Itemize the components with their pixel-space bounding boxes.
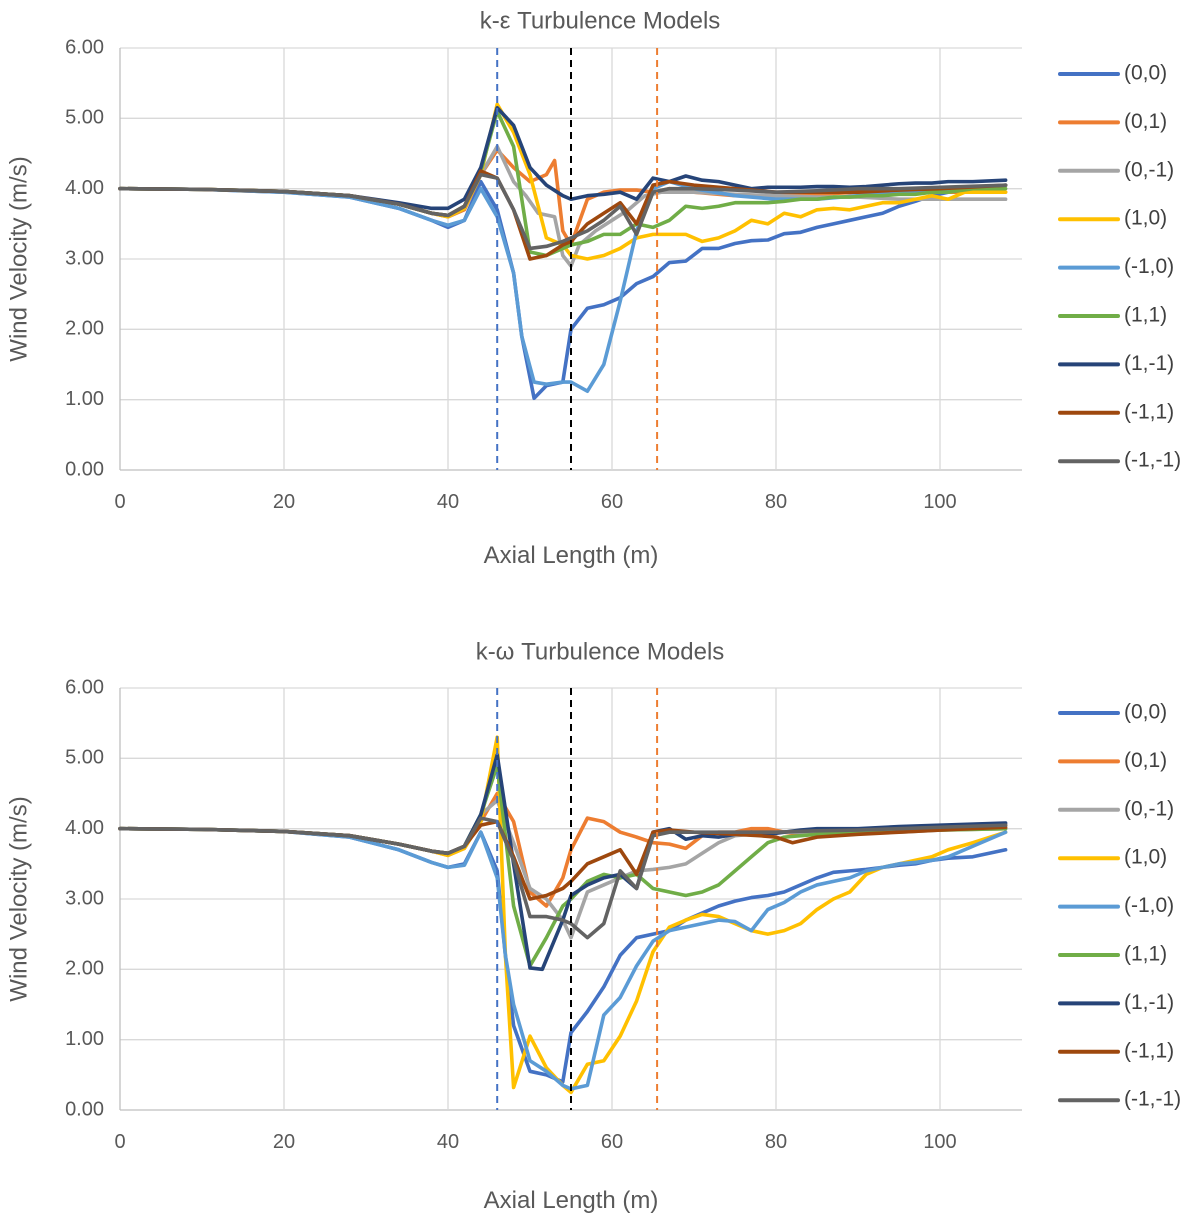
legend-label: (0,1) [1124, 110, 1167, 133]
x-tick-label: 20 [273, 491, 295, 513]
x-tick-label: 40 [437, 1131, 459, 1153]
legend-label: (-1,0) [1124, 894, 1174, 917]
x-tick-label: 0 [114, 491, 125, 513]
legend-label: (-1,1) [1124, 1039, 1174, 1062]
y-tick-label: 2.00 [65, 318, 104, 340]
chart-k-omega: k-ω Turbulence Models 0.00 1.00 2.00 3.00 4.0… [5, 638, 1181, 1214]
legend-label: (1,1) [1124, 304, 1167, 327]
y-tick-label: 1.00 [65, 1028, 104, 1050]
chart-title: k-ε Turbulence Models [480, 7, 721, 34]
y-axis-label: Wind Velocity (m/s) [5, 796, 32, 1001]
x-tick-label: 60 [601, 1131, 623, 1153]
legend-label: (0,-1) [1124, 158, 1174, 181]
x-axis-label: Axial Length (m) [484, 1187, 659, 1214]
y-tick-label: 0.00 [65, 1098, 104, 1120]
legend-label: (1,1) [1124, 943, 1167, 966]
series-line-1m0 [118, 102, 1008, 261]
series-line-0m0 [118, 179, 1008, 401]
y-tick-label: 1.00 [65, 388, 104, 410]
series-line-1m0 [118, 826, 1008, 1091]
y-tick-label: 5.00 [65, 747, 104, 769]
legend-label: (-1,0) [1124, 255, 1174, 278]
series-line-1m0 [118, 179, 1008, 394]
y-tick-label: 4.00 [65, 817, 104, 839]
chart-title: k-ω Turbulence Models [476, 638, 725, 665]
y-tick-label: 6.00 [65, 36, 104, 58]
y-tick-label: 6.00 [65, 676, 104, 698]
legend-label: (0,1) [1124, 749, 1167, 772]
y-tick-label: 3.00 [65, 887, 104, 909]
legend-label: (0,0) [1124, 701, 1167, 724]
y-tick-label: 0.00 [65, 458, 104, 480]
series-line-1m1 [118, 753, 1008, 972]
x-tick-label: 20 [273, 1131, 295, 1153]
y-tick-label: 4.00 [65, 177, 104, 199]
x-tick-label: 100 [923, 491, 956, 513]
legend-label: (-1,1) [1124, 400, 1174, 423]
legend-label: (1,-1) [1124, 352, 1174, 375]
legend-label: (0,0) [1124, 62, 1167, 85]
legend-label: (-1,-1) [1124, 1088, 1181, 1111]
x-tick-label: 100 [923, 1131, 956, 1153]
series-line-1m0 [118, 735, 1008, 1095]
y-tick-label: 5.00 [65, 107, 104, 129]
x-tick-label: 80 [765, 1131, 787, 1153]
x-tick-label: 80 [765, 491, 787, 513]
legend-label: (0,-1) [1124, 797, 1174, 820]
legend-label: (1,0) [1124, 846, 1167, 869]
legend-label: (-1,-1) [1124, 449, 1181, 472]
series-line-1m1 [118, 172, 1008, 251]
x-axis-label: Axial Length (m) [484, 542, 659, 569]
series-line-1m1 [118, 763, 1008, 968]
y-tick-label: 3.00 [65, 247, 104, 269]
legend-label: (1,-1) [1124, 991, 1174, 1014]
series-line-0m0 [118, 826, 1008, 1084]
y-tick-label: 2.00 [65, 958, 104, 980]
series-line-1m1 [118, 105, 1008, 211]
x-tick-label: 60 [601, 491, 623, 513]
chart-k-epsilon: k-ε Turbulence Models 0.00 1.00 2.00 3.00 4.0… [5, 7, 1181, 569]
legend-label: (1,0) [1124, 207, 1167, 230]
series-line-1m1 [118, 819, 1008, 901]
x-tick-label: 0 [114, 1131, 125, 1153]
series-line-1m1 [118, 816, 1008, 940]
x-tick-label: 40 [437, 491, 459, 513]
y-axis-label: Wind Velocity (m/s) [5, 156, 32, 361]
